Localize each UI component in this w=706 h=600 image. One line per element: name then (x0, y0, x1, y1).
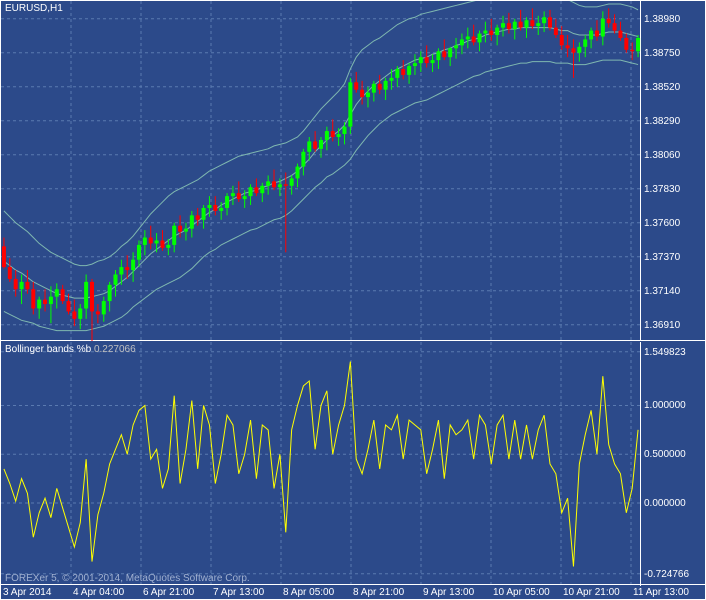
price-tick: 1.38750 (644, 48, 680, 59)
indicator-tick: 1.549823 (644, 347, 686, 358)
indicator-y-axis: -0.724766 0.000000 0.500000 1.000000 1.54982… (640, 342, 705, 586)
price-tick: 1.38060 (644, 150, 680, 161)
price-y-axis: 1.36910 1.37140 1.37370 1.37600 1.37830 1.380… (640, 1, 705, 341)
time-tick: 11 Apr 13:00 (633, 587, 689, 598)
price-tick: 1.37370 (644, 252, 680, 263)
price-chart (1, 1, 641, 341)
price-tick: 1.37140 (644, 286, 680, 297)
price-tick: 1.37600 (644, 218, 680, 229)
copyright-label: FOREXer 5, © 2001-2014, MetaQuotes Softw… (5, 573, 250, 584)
price-tick: 1.36910 (644, 320, 680, 331)
time-tick: 10 Apr 05:00 (493, 587, 550, 598)
indicator-chart (1, 342, 641, 586)
time-tick: 8 Apr 05:00 (283, 587, 334, 598)
time-tick: 4 Apr 04:00 (73, 587, 124, 598)
price-tick: 1.38520 (644, 82, 680, 93)
time-tick: 6 Apr 21:00 (143, 587, 194, 598)
time-tick: 8 Apr 21:00 (353, 587, 404, 598)
symbol-label: EURUSD,H1 (5, 3, 63, 14)
indicator-panel[interactable]: Bollinger bands %b 0.227066 FOREXer 5, ©… (1, 342, 641, 586)
price-tick: 1.37830 (644, 184, 680, 195)
indicator-tick: 1.000000 (644, 400, 686, 411)
time-tick: 10 Apr 21:00 (563, 587, 620, 598)
time-tick: 7 Apr 13:00 (213, 587, 264, 598)
indicator-tick: -0.724766 (644, 569, 689, 580)
indicator-tick: 0.000000 (644, 498, 686, 509)
price-tick: 1.38290 (644, 116, 680, 127)
indicator-tick: 0.500000 (644, 449, 686, 460)
price-tick: 1.38980 (644, 14, 680, 25)
time-x-axis: 3 Apr 2014 4 Apr 04:00 6 Apr 21:00 7 Apr 13… (1, 584, 706, 599)
chart-container: EURUSD,H1 1.369101.371401.373701.376001.… (0, 0, 706, 600)
time-tick: 3 Apr 2014 (3, 587, 51, 598)
price-panel[interactable]: EURUSD,H1 (1, 1, 641, 341)
indicator-title: Bollinger bands %b 0.227066 (5, 344, 136, 355)
time-tick: 9 Apr 13:00 (423, 587, 474, 598)
